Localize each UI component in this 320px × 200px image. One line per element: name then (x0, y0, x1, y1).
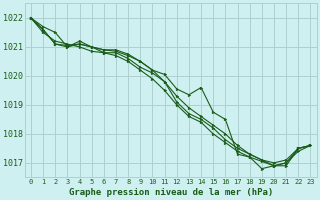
X-axis label: Graphe pression niveau de la mer (hPa): Graphe pression niveau de la mer (hPa) (68, 188, 273, 197)
